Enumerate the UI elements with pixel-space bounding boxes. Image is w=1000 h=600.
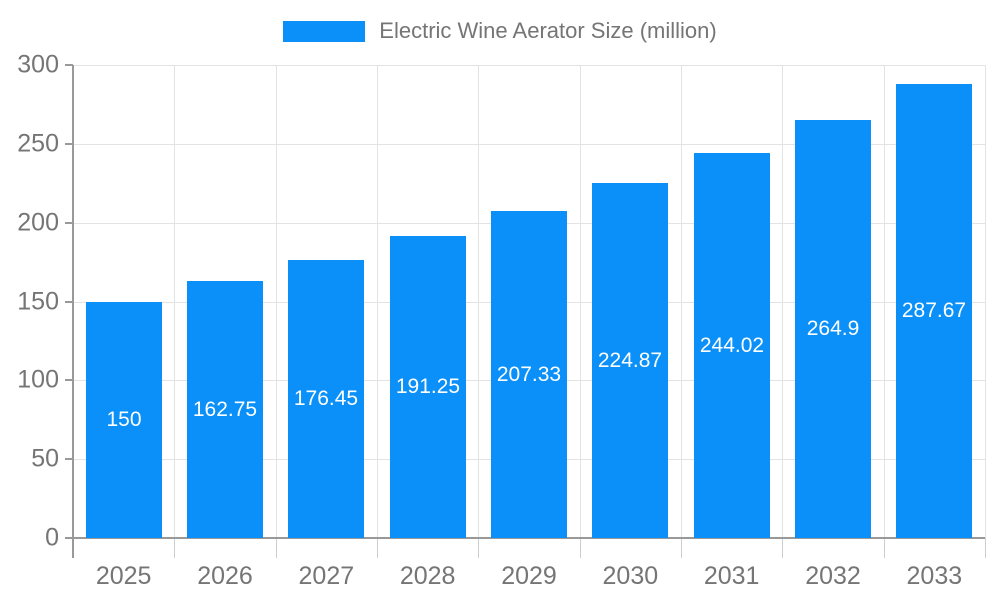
- x-axis-tick: [377, 538, 378, 558]
- bar: 244.02: [694, 153, 770, 538]
- bar-value-label: 264.9: [806, 317, 860, 341]
- x-axis-tick: [883, 538, 885, 558]
- gridline-horizontal: [73, 65, 985, 66]
- y-axis-tick: [65, 300, 73, 303]
- y-axis-tick: [65, 458, 73, 461]
- bar: 207.33: [491, 211, 567, 538]
- bar-value-label: 191.25: [395, 375, 461, 399]
- gridline-vertical: [579, 65, 581, 538]
- legend: Electric Wine Aerator Size (million): [0, 18, 1000, 44]
- y-axis-tick: [65, 142, 73, 145]
- bar-value-label: 224.87: [597, 348, 663, 372]
- bar-value-label: 244.02: [699, 333, 765, 357]
- y-tick-label: 200: [17, 208, 59, 237]
- x-axis-tick: [579, 538, 581, 558]
- bar: 150: [86, 301, 162, 538]
- gridline-vertical: [174, 65, 176, 538]
- y-tick-label: 0: [45, 523, 59, 552]
- x-axis-tick: [275, 538, 277, 558]
- y-tick-label: 300: [17, 50, 59, 79]
- y-tick-label: 100: [17, 365, 59, 394]
- x-tick-label: 2030: [602, 562, 659, 590]
- x-tick-label: 2031: [703, 562, 760, 590]
- x-tick-label: 2029: [501, 562, 557, 590]
- y-axis-line: [72, 65, 74, 558]
- chart-title: Electric Wine Aerator Size (million): [379, 18, 717, 43]
- y-tick-label: 150: [17, 287, 59, 315]
- y-tick-label: 250: [17, 129, 59, 158]
- bar-value-label: 150: [106, 407, 142, 431]
- x-tick-label: 2026: [197, 562, 253, 590]
- x-axis-tick: [174, 538, 176, 558]
- y-axis-tick: [65, 379, 73, 382]
- x-axis-tick: [478, 538, 480, 558]
- gridline-vertical: [681, 65, 682, 538]
- gridline-vertical: [275, 65, 277, 538]
- legend-swatch: [283, 20, 366, 42]
- bar: 162.75: [187, 281, 263, 538]
- bar: 191.25: [390, 236, 466, 538]
- x-tick-label: 2025: [95, 562, 152, 590]
- gridline-vertical: [782, 65, 784, 538]
- gridline-vertical: [478, 65, 480, 538]
- bar-value-label: 207.33: [496, 362, 562, 386]
- x-axis-tick: [985, 538, 986, 558]
- bar: 224.87: [592, 183, 668, 538]
- x-axis-tick: [782, 538, 784, 558]
- gridline-vertical: [985, 65, 986, 538]
- gridline-horizontal: [73, 143, 985, 145]
- y-axis-tick: [65, 221, 73, 224]
- bar: 176.45: [288, 259, 364, 538]
- y-axis-tick: [65, 64, 73, 66]
- x-tick-label: 2033: [906, 562, 963, 590]
- x-tick-label: 2032: [805, 562, 861, 590]
- bar: 287.67: [896, 84, 972, 538]
- bar-value-label: 176.45: [293, 386, 359, 410]
- bar-value-label: 287.67: [901, 299, 967, 323]
- y-tick-label: 50: [31, 444, 59, 473]
- x-tick-label: 2028: [399, 562, 456, 590]
- gridline-vertical: [377, 65, 378, 538]
- bar-value-label: 162.75: [192, 397, 258, 421]
- x-axis-line: [73, 537, 985, 539]
- y-axis-tick: [65, 537, 73, 539]
- bar: 264.9: [795, 120, 871, 538]
- gridline-vertical: [883, 65, 885, 538]
- x-tick-label: 2027: [298, 562, 355, 590]
- x-axis-tick: [681, 538, 682, 558]
